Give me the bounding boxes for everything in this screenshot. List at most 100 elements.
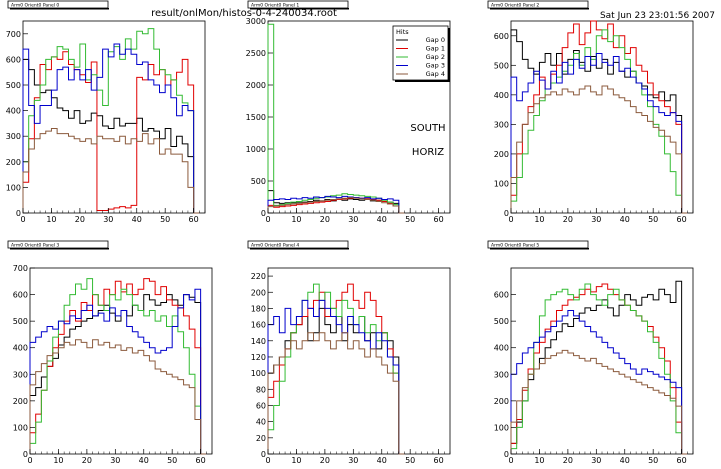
y-tick-label: 700 <box>6 30 21 39</box>
x-tick-label: 30 <box>110 456 120 465</box>
x-tick-label: 30 <box>591 456 601 465</box>
series-line-4 <box>510 349 688 455</box>
series-line-1 <box>510 20 688 214</box>
y-tick-label: 300 <box>6 132 21 141</box>
y-tick-label: 80 <box>256 385 266 394</box>
series-line-4 <box>267 332 405 455</box>
y-tick-label: 600 <box>494 291 509 300</box>
chart-title: Arm0 Orient0 Panel 4 <box>251 243 299 249</box>
y-tick-label: 3000 <box>246 17 266 26</box>
y-tick-label: 100 <box>251 369 266 378</box>
x-tick-label: 0 <box>508 215 513 224</box>
legend-entry: Gap 1 <box>426 45 445 53</box>
y-tick-label: 400 <box>494 91 509 100</box>
x-tick-label: 40 <box>132 215 142 224</box>
y-tick-label: 140 <box>251 337 266 346</box>
title-box-shadow <box>10 248 109 250</box>
x-tick-label: 20 <box>563 456 573 465</box>
y-tick-label: 600 <box>6 55 21 64</box>
series-line-0 <box>510 29 688 214</box>
y-tick-label: 20 <box>256 434 266 443</box>
x-tick-label: 30 <box>348 215 358 224</box>
y-tick-label: 2500 <box>246 49 266 58</box>
x-tick-label: 60 <box>434 215 444 224</box>
y-tick-label: 0 <box>23 450 28 459</box>
series-line-0 <box>29 294 207 455</box>
x-tick-label: 40 <box>620 456 630 465</box>
x-tick-label: 20 <box>320 215 330 224</box>
series-line-4 <box>267 197 405 214</box>
plot-frame <box>267 267 451 455</box>
series-line-3 <box>267 195 405 214</box>
x-tick-label: 50 <box>648 215 658 224</box>
y-tick-label: 100 <box>494 423 509 432</box>
y-tick-label: 40 <box>256 418 266 427</box>
x-tick-label: 10 <box>46 215 56 224</box>
y-tick-label: 160 <box>251 321 266 330</box>
legend-title: Hits <box>396 28 409 36</box>
x-tick-label: 40 <box>620 215 630 224</box>
y-tick-label: 120 <box>251 353 266 362</box>
y-tick-label: 100 <box>6 183 21 192</box>
series-line-2 <box>29 278 207 455</box>
series-line-1 <box>510 283 688 455</box>
y-tick-label: 0 <box>261 209 266 218</box>
title-box-shadow <box>250 8 349 10</box>
series-line-3 <box>267 299 405 455</box>
y-tick-label: 0 <box>504 209 509 218</box>
series-line-4 <box>510 85 688 214</box>
x-tick-label: 50 <box>648 456 658 465</box>
y-tick-label: 500 <box>251 177 266 186</box>
x-tick-label: 60 <box>196 456 206 465</box>
page-title: result/onlMon/histos-0-4-240034.root <box>151 8 337 19</box>
y-tick-label: 200 <box>494 150 509 159</box>
annotation-south: SOUTH <box>410 123 445 134</box>
legend-entry: Gap 3 <box>426 62 445 70</box>
title-box-shadow <box>10 8 109 10</box>
y-tick-label: 2000 <box>246 81 266 90</box>
y-tick-label: 200 <box>494 397 509 406</box>
x-tick-label: 20 <box>563 215 573 224</box>
x-tick-label: 60 <box>434 456 444 465</box>
series-line-3 <box>22 43 200 214</box>
chart-title: Arm0 Orient0 Panel 0 <box>11 3 59 9</box>
x-tick-label: 20 <box>82 456 92 465</box>
y-tick-label: 220 <box>251 272 266 281</box>
x-tick-label: 40 <box>139 456 149 465</box>
page-date: Sat Jun 23 23:01:56 2007 <box>599 11 715 21</box>
x-tick-label: 30 <box>103 215 113 224</box>
x-tick-label: 20 <box>75 215 85 224</box>
y-tick-label: 300 <box>494 370 509 379</box>
y-tick-label: 400 <box>13 344 28 353</box>
title-box-shadow <box>490 248 589 250</box>
title-box-shadow <box>490 8 589 10</box>
y-tick-label: 600 <box>494 32 509 41</box>
x-tick-label: 40 <box>377 456 387 465</box>
chart-title-box: Arm0 Orient0 Panel 2 <box>487 0 589 10</box>
plot-frame <box>510 267 694 455</box>
series-line-3 <box>29 288 207 455</box>
x-tick-label: 50 <box>405 456 415 465</box>
x-tick-label: 50 <box>405 215 415 224</box>
legend-frame <box>392 25 449 81</box>
x-tick-label: 40 <box>377 215 387 224</box>
y-tick-label: 400 <box>494 344 509 353</box>
y-tick-label: 400 <box>6 107 21 116</box>
series-line-1 <box>29 278 207 455</box>
chart-title: Arm0 Orient0 Panel 1 <box>251 3 299 9</box>
legend-entry: Gap 0 <box>426 36 445 44</box>
y-tick-label: 100 <box>494 179 509 188</box>
y-tick-label: 700 <box>13 264 28 273</box>
title-box-shadow <box>250 248 349 250</box>
x-tick-label: 10 <box>534 456 544 465</box>
y-tick-label: 500 <box>494 317 509 326</box>
y-tick-label: 200 <box>13 397 28 406</box>
x-tick-label: 0 <box>265 456 270 465</box>
chart-title-box: Arm0 Orient0 Panel 4 <box>247 240 349 250</box>
series-line-2 <box>510 283 688 455</box>
